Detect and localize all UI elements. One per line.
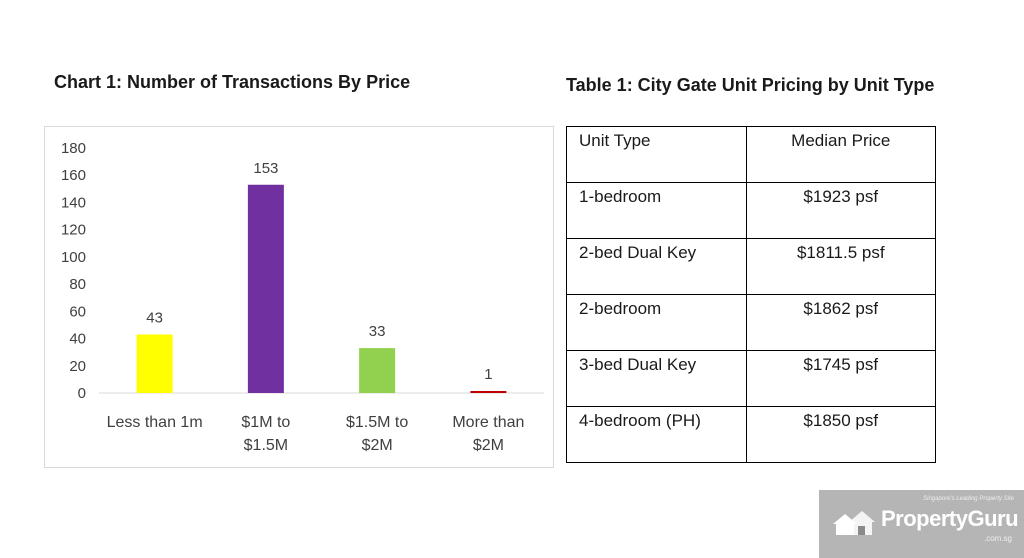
watermark-tagline: Singapore's Leading Property Site bbox=[923, 496, 1014, 502]
x-tick-label: $2M bbox=[362, 437, 393, 454]
table-row: 2-bedroom $1862 psf bbox=[566, 294, 937, 351]
y-tick-label: 40 bbox=[69, 331, 86, 348]
data-label: 1 bbox=[484, 366, 492, 383]
y-tick-label: 160 bbox=[61, 167, 86, 184]
table-title: Table 1: City Gate Unit Pricing by Unit … bbox=[566, 75, 935, 95]
x-tick-label: Less than 1m bbox=[107, 414, 203, 431]
x-tick-label: $1.5M to bbox=[346, 414, 408, 431]
unit-type-cell: 2-bed Dual Key bbox=[566, 238, 747, 295]
table-row: 3-bed Dual Key $1745 psf bbox=[566, 350, 937, 407]
unit-type-cell: 4-bedroom (PH) bbox=[566, 406, 747, 463]
bar bbox=[247, 184, 284, 393]
data-label: 33 bbox=[369, 323, 386, 340]
y-tick-label: 60 bbox=[69, 303, 86, 320]
unit-type-cell: 1-bedroom bbox=[566, 182, 747, 239]
median-price-cell: $1811.5 psf bbox=[745, 238, 937, 295]
header-median-price: Median Price bbox=[745, 126, 937, 183]
data-label: 153 bbox=[253, 160, 278, 177]
table-row: 1-bedroom $1923 psf bbox=[566, 182, 937, 239]
y-tick-label: 120 bbox=[61, 222, 86, 239]
y-tick-label: 180 bbox=[61, 140, 86, 157]
y-tick-label: 20 bbox=[69, 358, 86, 375]
median-price-cell: $1850 psf bbox=[745, 406, 937, 463]
header-unit-type: Unit Type bbox=[566, 126, 747, 183]
house-icon bbox=[833, 511, 875, 535]
y-tick-label: 140 bbox=[61, 194, 86, 211]
pricing-table: Unit Type Median Price 1-bedroom $1923 p… bbox=[566, 126, 937, 463]
table-row: 2-bed Dual Key $1811.5 psf bbox=[566, 238, 937, 295]
y-tick-label: 0 bbox=[78, 385, 86, 402]
bar bbox=[359, 348, 396, 393]
median-price-cell: $1923 psf bbox=[745, 182, 937, 239]
bar bbox=[136, 334, 173, 393]
propertyguru-watermark: Singapore's Leading Property Site Proper… bbox=[819, 490, 1024, 558]
y-tick-label: 80 bbox=[69, 276, 86, 293]
x-tick-label: $1M to bbox=[241, 414, 290, 431]
watermark-domain: .com.sg bbox=[983, 534, 1012, 543]
x-tick-label: $2M bbox=[473, 437, 504, 454]
median-price-cell: $1862 psf bbox=[745, 294, 937, 351]
bar bbox=[470, 391, 507, 393]
x-tick-label: $1.5M bbox=[244, 437, 288, 454]
data-label: 43 bbox=[146, 309, 163, 326]
bar-chart: 0 20 40 60 80 100 120 140 160 180 43 Less than 1m 15… bbox=[61, 140, 544, 454]
chart-frame bbox=[44, 126, 554, 468]
table-header-row: Unit Type Median Price bbox=[566, 126, 937, 183]
watermark-brand: PropertyGuru bbox=[881, 506, 1019, 531]
table-row: 4-bedroom (PH) $1850 psf bbox=[566, 406, 937, 463]
x-tick-label: More than bbox=[452, 414, 524, 431]
y-tick-label: 100 bbox=[61, 249, 86, 266]
chart-title: Chart 1: Number of Transactions By Price bbox=[54, 72, 411, 92]
median-price-cell: $1745 psf bbox=[745, 350, 937, 407]
unit-type-cell: 3-bed Dual Key bbox=[566, 350, 747, 407]
unit-type-cell: 2-bedroom bbox=[566, 294, 747, 351]
